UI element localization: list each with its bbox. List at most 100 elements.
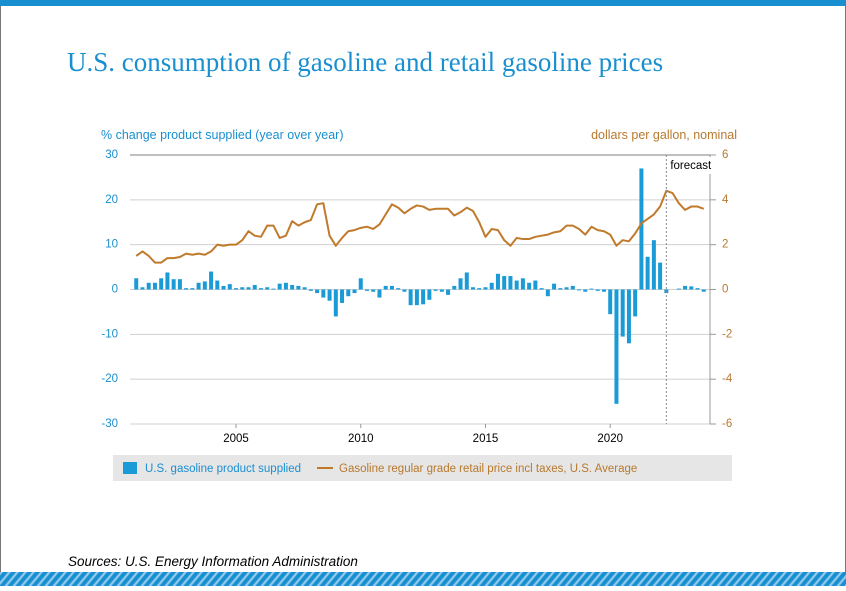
bar (209, 271, 214, 290)
y2-tick-label: 2 (722, 239, 728, 251)
x-tick-label: 2020 (597, 433, 623, 445)
bar (545, 289, 550, 297)
bar (364, 289, 369, 291)
bar (508, 276, 513, 290)
bar (527, 282, 532, 290)
bar (402, 289, 407, 292)
bar (265, 287, 270, 290)
legend (113, 455, 732, 481)
bar (159, 278, 164, 290)
bar (227, 284, 232, 290)
bar (396, 288, 401, 290)
y2-tick-label: -4 (722, 373, 733, 385)
bar (471, 287, 476, 290)
bar (421, 289, 426, 305)
bar (427, 289, 432, 300)
bar (371, 289, 376, 292)
bar (639, 168, 644, 290)
bar (177, 279, 182, 290)
bar (383, 285, 388, 290)
bar (258, 288, 263, 290)
bar (477, 288, 482, 290)
bar (377, 289, 382, 298)
x-tick-label: 2010 (348, 433, 374, 445)
bar (608, 289, 613, 315)
bar (564, 287, 569, 290)
bar (589, 288, 594, 290)
bar (408, 289, 413, 306)
y2-axis-label: dollars per gallon, nominal (591, 128, 737, 142)
y-axis-label: % change product supplied (year over yea… (101, 128, 344, 142)
y2-tick-label: -2 (722, 328, 732, 340)
bar (689, 286, 694, 290)
bar (552, 283, 557, 290)
bar (389, 285, 394, 290)
bottom-band (0, 572, 846, 586)
bar (533, 280, 538, 290)
bar (221, 285, 226, 290)
bar (570, 285, 575, 290)
y-tick-label: 30 (105, 149, 118, 161)
y-tick-label: -30 (101, 418, 118, 430)
chart-title: U.S. consumption of gasoline and retail … (67, 47, 663, 77)
bar (302, 287, 307, 290)
bar (539, 288, 544, 290)
bar (327, 289, 332, 301)
source: Sources: U.S. Energy Information Adminis… (68, 554, 358, 569)
legend-label: U.S. gasoline product supplied (145, 463, 301, 475)
bar (614, 289, 619, 404)
bar (701, 289, 706, 292)
bar (633, 289, 638, 317)
bar (558, 288, 563, 290)
bar (446, 289, 451, 295)
top-band (0, 0, 846, 6)
bar (202, 281, 207, 290)
bar (240, 287, 245, 290)
bar (658, 262, 663, 290)
bar (514, 280, 519, 290)
x-tick-label: 2015 (473, 433, 499, 445)
bar (308, 289, 313, 291)
bar (495, 273, 500, 290)
bar (433, 289, 438, 291)
bar (321, 289, 326, 298)
annotation: forecast (670, 160, 712, 172)
bar (695, 288, 700, 290)
bar (676, 288, 681, 290)
y2-tick-label: 6 (722, 149, 728, 161)
legend-label: Gasoline regular grade retail price incl… (339, 463, 637, 475)
bar (464, 272, 469, 290)
y-tick-label: 10 (105, 239, 118, 251)
bar (315, 289, 320, 294)
y-tick-label: 20 (105, 194, 118, 206)
bar (196, 282, 201, 290)
bar (296, 285, 301, 290)
bar (352, 289, 357, 294)
x-tick-label: 2005 (223, 433, 249, 445)
y2-tick-label: 0 (722, 284, 728, 296)
bar (601, 289, 606, 292)
bar (458, 278, 463, 290)
bar (271, 288, 276, 290)
bar (283, 282, 288, 290)
bar (577, 289, 582, 291)
bar (645, 256, 650, 290)
bar (414, 289, 419, 306)
bar (140, 287, 145, 290)
y-tick-label: -20 (101, 373, 118, 385)
bar (333, 289, 338, 317)
bar (620, 289, 625, 337)
bar (502, 276, 507, 290)
line (135, 189, 705, 264)
legend-swatch (123, 462, 137, 474)
bar (439, 289, 444, 292)
bar (290, 285, 295, 290)
annotation-bg (668, 157, 721, 174)
bar (340, 289, 345, 303)
bar (134, 278, 139, 290)
y2-tick-label: 4 (722, 194, 729, 206)
bar (595, 289, 600, 291)
bar (489, 282, 494, 290)
